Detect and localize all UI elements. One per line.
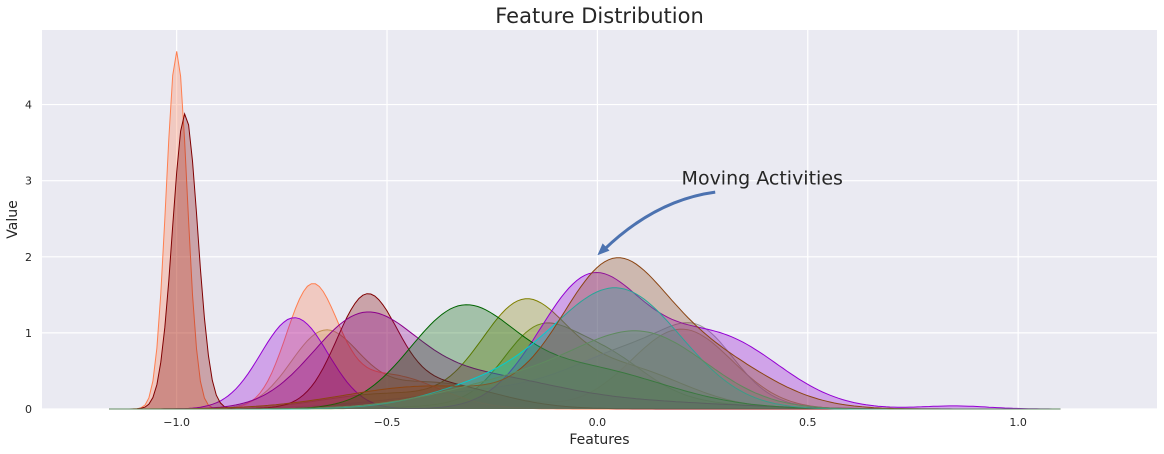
annotation-arrowhead xyxy=(597,243,610,256)
x-tick-label: 1.0 xyxy=(1009,416,1027,429)
density-areas xyxy=(109,51,1061,410)
plot-background xyxy=(42,30,1157,409)
x-tick-label: 0.5 xyxy=(799,416,817,429)
y-tick-label: 2 xyxy=(25,251,32,264)
x-tick-labels: −1.0 −0.5 0.0 0.5 1.0 xyxy=(163,416,1027,429)
density-area-11 xyxy=(109,330,1061,409)
y-axis-label: Value xyxy=(5,200,21,238)
y-tick-label: 3 xyxy=(25,175,32,188)
density-area-3 xyxy=(109,322,1061,409)
y-tick-label: 1 xyxy=(25,327,32,340)
density-area-2 xyxy=(109,329,1061,409)
density-area-1 xyxy=(109,298,1061,409)
density-area-6 xyxy=(109,113,1061,410)
y-tick-label: 4 xyxy=(25,99,32,112)
density-area-10 xyxy=(109,257,1061,409)
y-tick-label: 0 xyxy=(25,403,32,416)
y-tick-labels: 0 1 2 3 4 xyxy=(25,99,32,416)
density-area-7 xyxy=(109,312,1061,409)
annotation-text: Moving Activities xyxy=(682,167,843,189)
x-axis-label: Features xyxy=(569,432,629,448)
chart-title: Feature Distribution xyxy=(495,4,704,28)
x-tick-label: −0.5 xyxy=(374,416,401,429)
density-line-11 xyxy=(109,330,1061,410)
x-tick-label: 0.0 xyxy=(589,416,607,429)
density-area-5 xyxy=(109,272,1061,409)
density-line-5 xyxy=(109,271,1061,410)
x-tick-label: −1.0 xyxy=(163,416,190,429)
density-area-0 xyxy=(109,322,1061,409)
density-area-8 xyxy=(109,304,1061,409)
density-area-9 xyxy=(109,287,1061,409)
annotation-arrow xyxy=(602,190,716,252)
